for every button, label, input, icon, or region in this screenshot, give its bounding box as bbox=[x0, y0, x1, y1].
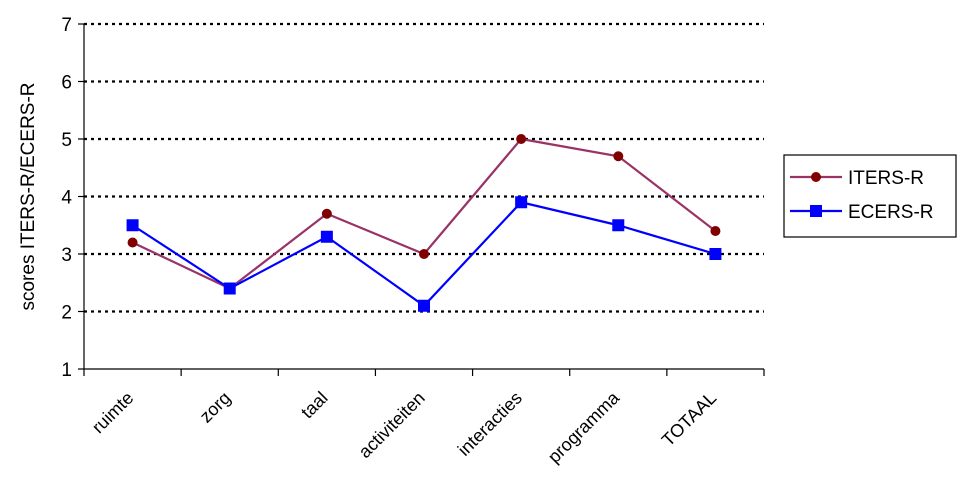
y-tick-label: 7 bbox=[61, 15, 72, 36]
x-tick-label: taal bbox=[297, 388, 332, 423]
series-line bbox=[132, 137, 717, 290]
data-point bbox=[710, 226, 721, 236]
data-point bbox=[321, 208, 332, 219]
legend-label: ITERS-R bbox=[848, 168, 924, 189]
x-tick-label: TOTAAL bbox=[658, 388, 720, 450]
y-axis-ticks: 1 2 3 4 5 6 7 bbox=[61, 15, 84, 381]
y-tick-label: 4 bbox=[61, 188, 72, 209]
series-iters-r bbox=[127, 134, 721, 294]
data-point bbox=[418, 299, 430, 312]
data-point bbox=[516, 134, 527, 144]
x-tick-label: activiteiten bbox=[355, 388, 429, 462]
legend-item: ECERS-R bbox=[790, 202, 934, 223]
data-point bbox=[515, 196, 528, 209]
y-axis-title: scores ITERS-R/ECERS-R bbox=[18, 82, 39, 310]
legend: ITERS-R ECERS-R bbox=[783, 154, 957, 238]
data-point bbox=[613, 151, 624, 162]
legend-marker bbox=[810, 205, 822, 217]
series-ecers-r bbox=[126, 196, 722, 312]
data-point bbox=[612, 219, 625, 232]
gridlines bbox=[84, 22, 764, 313]
legend-box bbox=[783, 154, 957, 238]
series-group bbox=[126, 134, 722, 312]
y-tick-label: 2 bbox=[61, 303, 72, 324]
data-point bbox=[126, 219, 139, 232]
legend-label: ECERS-R bbox=[848, 202, 934, 223]
x-tick-label: interacties bbox=[454, 388, 526, 460]
data-point bbox=[127, 237, 138, 248]
x-tick-label: ruimte bbox=[88, 388, 138, 438]
x-axis-ticks: ruimte zorg taal activiteiten interacties pro… bbox=[83, 369, 765, 467]
data-point bbox=[320, 230, 333, 243]
data-point bbox=[223, 282, 236, 295]
y-tick-label: 6 bbox=[61, 73, 72, 94]
data-point bbox=[709, 248, 722, 260]
y-tick-label: 5 bbox=[61, 130, 72, 151]
y-tick-label: 3 bbox=[61, 245, 72, 266]
x-tick-label: zorg bbox=[196, 388, 235, 427]
y-tick-label: 1 bbox=[61, 360, 72, 381]
legend-item: ITERS-R bbox=[790, 168, 924, 189]
legend-marker bbox=[811, 172, 821, 182]
axes bbox=[83, 24, 764, 370]
data-point bbox=[419, 249, 429, 259]
x-tick-label: programma bbox=[544, 387, 624, 467]
